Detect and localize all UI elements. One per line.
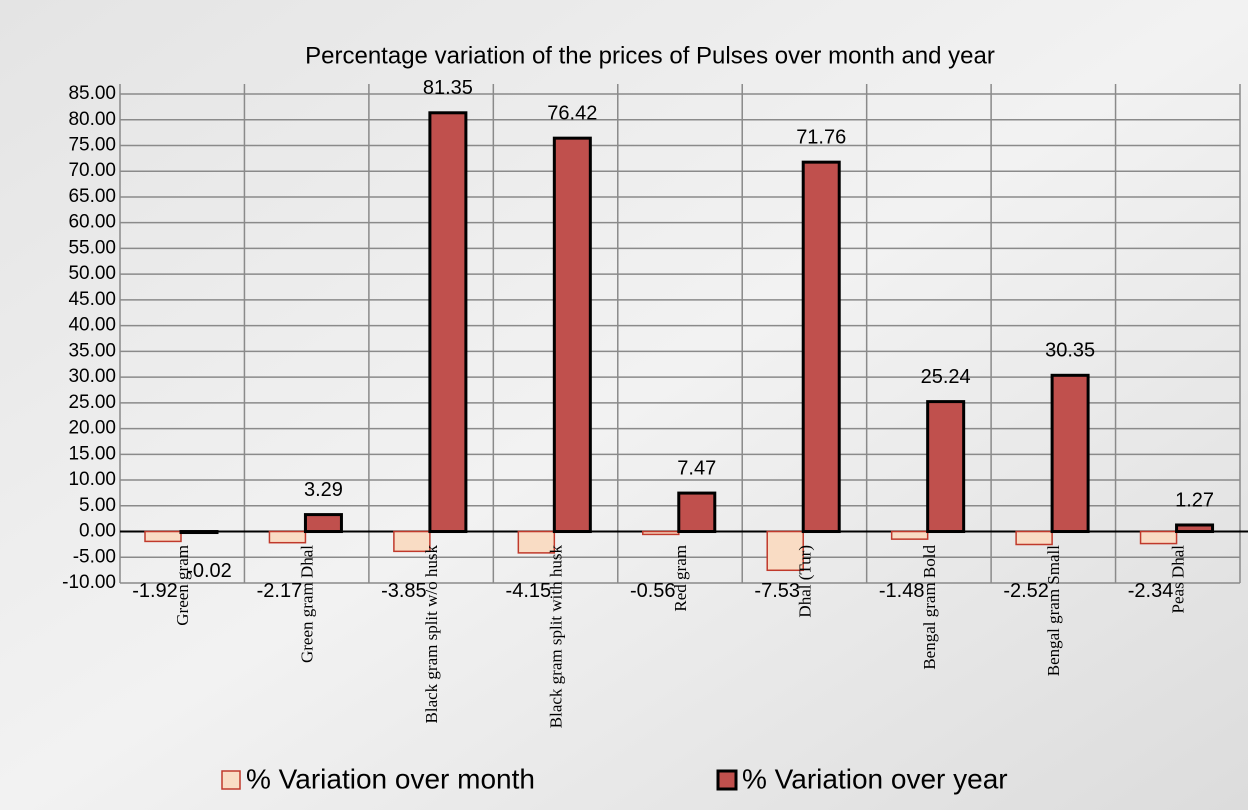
bar bbox=[1050, 373, 1090, 534]
data-label: 25.24 bbox=[921, 366, 971, 388]
legend-label: % Variation over month bbox=[246, 763, 535, 794]
data-label: -7.53 bbox=[754, 580, 800, 602]
y-tick-label: 85.00 bbox=[68, 83, 116, 104]
bar bbox=[1139, 530, 1178, 545]
legend-swatch bbox=[221, 770, 241, 790]
bar bbox=[393, 530, 431, 553]
bar bbox=[1015, 530, 1053, 546]
data-label: -4.15 bbox=[506, 580, 552, 602]
data-label: -1.48 bbox=[879, 580, 925, 602]
bar bbox=[144, 530, 182, 543]
x-tick-label: Black gram split with husk bbox=[546, 545, 565, 729]
y-tick-label: 50.00 bbox=[68, 263, 116, 284]
y-tick-label: 5.00 bbox=[79, 495, 116, 516]
y-tick-label: -10.00 bbox=[62, 572, 116, 593]
y-tick-label: 15.00 bbox=[68, 443, 116, 464]
bar bbox=[179, 530, 219, 535]
data-label: -0.56 bbox=[630, 580, 676, 602]
y-tick-label: 25.00 bbox=[68, 392, 116, 413]
chart-title: Percentage variation of the prices of Pu… bbox=[305, 42, 995, 69]
bar bbox=[642, 530, 680, 536]
x-tick-label: Dhal (Tur) bbox=[795, 545, 814, 618]
y-tick-label: 10.00 bbox=[68, 469, 116, 490]
x-tick-label: Bengal gram Small bbox=[1044, 545, 1063, 677]
y-tick-label: 65.00 bbox=[68, 186, 116, 207]
data-label: -2.52 bbox=[1003, 580, 1049, 602]
bar bbox=[517, 530, 556, 554]
y-tick-label: 55.00 bbox=[68, 237, 116, 258]
y-tick-label: 80.00 bbox=[68, 109, 116, 130]
y-tick-label: 40.00 bbox=[68, 315, 116, 336]
legend-label: % Variation over year bbox=[742, 763, 1008, 794]
y-tick-label: 35.00 bbox=[68, 340, 116, 361]
data-label: 76.42 bbox=[547, 102, 597, 124]
data-label: 81.35 bbox=[423, 77, 473, 99]
data-label: -2.17 bbox=[257, 580, 303, 602]
x-tick-label: Bengal gram Bold bbox=[920, 545, 939, 670]
data-label: -0.02 bbox=[186, 560, 232, 582]
bar bbox=[801, 160, 841, 534]
bar bbox=[890, 530, 929, 540]
x-tick-label: Green gram bbox=[173, 545, 192, 626]
data-label: -3.85 bbox=[381, 580, 427, 602]
bar bbox=[677, 491, 717, 534]
y-tick-label: 75.00 bbox=[68, 134, 116, 155]
y-tick-label: 70.00 bbox=[68, 160, 116, 181]
bar bbox=[303, 513, 343, 534]
legend-swatch bbox=[716, 769, 738, 791]
bar bbox=[268, 530, 307, 544]
y-tick-label: -5.00 bbox=[73, 546, 116, 567]
y-tick-label: 20.00 bbox=[68, 418, 116, 439]
data-label: -2.34 bbox=[1128, 580, 1174, 602]
bar bbox=[428, 111, 468, 534]
data-label: 3.29 bbox=[304, 479, 343, 501]
x-tick-label: Black gram split w/o husk bbox=[422, 545, 441, 724]
y-tick-label: 45.00 bbox=[68, 289, 116, 310]
bar bbox=[1175, 523, 1215, 534]
y-tick-label: 60.00 bbox=[68, 212, 116, 233]
y-tick-label: 0.00 bbox=[79, 521, 116, 542]
bar bbox=[552, 136, 592, 534]
data-label: 71.76 bbox=[796, 126, 846, 148]
data-label: 1.27 bbox=[1175, 489, 1214, 511]
x-tick-label: Peas Dhal bbox=[1169, 545, 1188, 614]
data-label: -1.92 bbox=[132, 580, 178, 602]
x-tick-label: Green gram Dhal bbox=[298, 545, 317, 663]
y-tick-label: 30.00 bbox=[68, 366, 116, 387]
bar bbox=[926, 400, 966, 534]
data-label: 30.35 bbox=[1045, 340, 1095, 362]
x-tick-label: Red gram bbox=[671, 545, 690, 612]
bar bbox=[766, 530, 804, 572]
data-label: 7.47 bbox=[677, 457, 716, 479]
